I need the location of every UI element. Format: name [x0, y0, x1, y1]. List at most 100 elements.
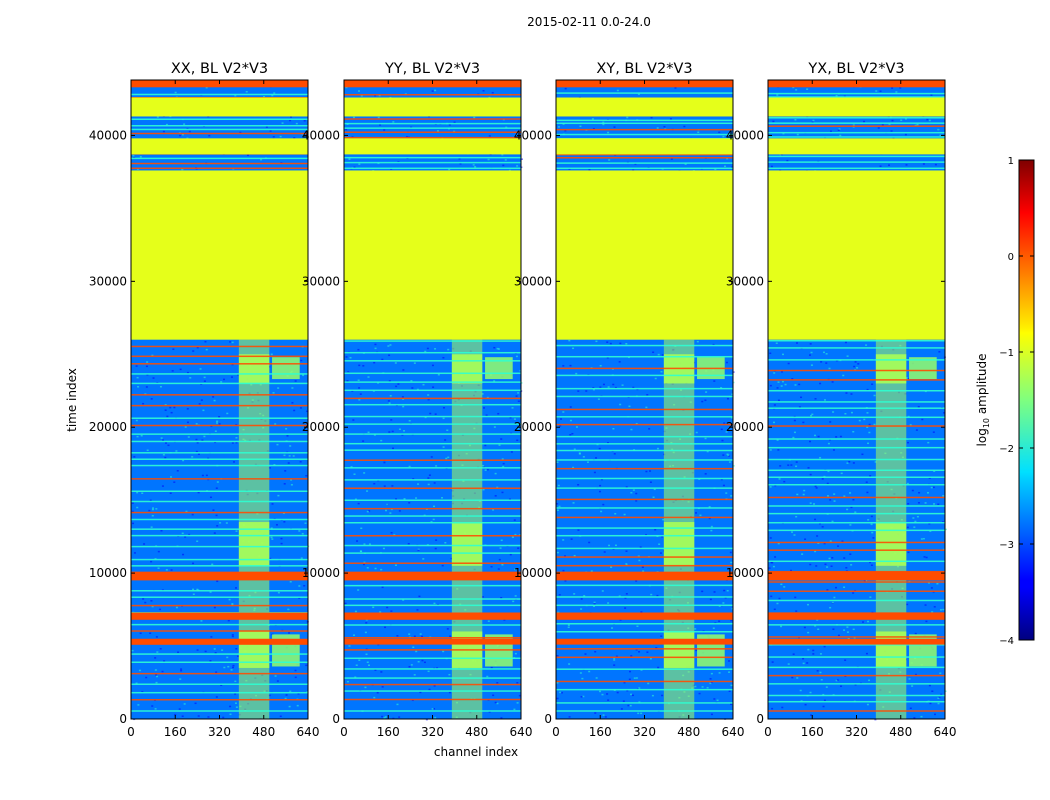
noise-pixel: [453, 130, 456, 133]
x-tick-label: 480: [465, 725, 488, 739]
noise-pixel: [636, 388, 639, 391]
time-line: [131, 683, 308, 685]
noise-pixel: [786, 159, 789, 162]
noise-pixel: [642, 570, 645, 572]
time-line: [768, 505, 945, 507]
rfi-block: [272, 357, 300, 380]
noise-pixel: [595, 340, 598, 343]
noise-pixel: [907, 551, 910, 554]
noise-pixel: [655, 647, 658, 649]
noise-pixel: [827, 442, 830, 445]
noise-pixel: [415, 650, 418, 653]
time-line: [344, 156, 521, 159]
noise-pixel: [151, 605, 154, 608]
noise-pixel: [391, 485, 394, 487]
noise-pixel: [604, 716, 607, 718]
noise-pixel: [628, 678, 631, 681]
noise-pixel: [155, 508, 158, 510]
noise-pixel: [301, 532, 304, 535]
noise-pixel: [435, 465, 438, 467]
noise-pixel: [486, 468, 489, 471]
noise-pixel: [208, 134, 211, 137]
noise-pixel: [368, 543, 371, 545]
x-tick-label: 480: [677, 725, 700, 739]
noise-pixel: [601, 590, 604, 592]
noise-pixel: [796, 133, 799, 136]
time-line: [344, 372, 521, 375]
time-line: [131, 511, 308, 514]
time-line: [768, 656, 945, 658]
colorbar-label-main: log: [975, 428, 989, 446]
noise-pixel: [924, 604, 927, 606]
noise-pixel: [280, 537, 283, 540]
time-line: [556, 668, 733, 670]
noise-pixel: [906, 603, 909, 606]
noise-pixel: [823, 351, 826, 354]
time-line: [131, 132, 308, 135]
noise-pixel: [156, 675, 159, 678]
noise-pixel: [844, 659, 847, 661]
noise-pixel: [499, 547, 502, 549]
noise-pixel: [916, 123, 919, 126]
noise-pixel: [595, 457, 598, 459]
noise-pixel: [265, 126, 268, 128]
noise-pixel: [850, 564, 853, 566]
time-line: [131, 490, 308, 493]
noise-pixel: [354, 676, 357, 678]
noise-pixel: [907, 415, 910, 418]
noise-pixel: [652, 351, 655, 354]
noise-pixel: [932, 486, 935, 489]
rfi-block: [451, 522, 483, 566]
noise-pixel: [447, 348, 450, 351]
noise-pixel: [798, 406, 801, 408]
noise-pixel: [503, 619, 506, 621]
noise-pixel: [637, 712, 640, 715]
noise-pixel: [829, 540, 832, 542]
noise-pixel: [289, 445, 292, 447]
noise-pixel: [873, 423, 876, 426]
noise-pixel: [560, 418, 563, 420]
time-line: [556, 467, 733, 470]
noise-pixel: [556, 509, 559, 512]
noise-pixel: [501, 491, 504, 494]
noise-pixel: [646, 394, 649, 396]
y-tick-label: 30000: [514, 274, 552, 288]
time-line: [131, 691, 308, 694]
noise-pixel: [368, 510, 371, 512]
noise-pixel: [863, 418, 866, 421]
noise-pixel: [279, 715, 282, 718]
noise-pixel: [271, 94, 274, 97]
noise-pixel: [260, 158, 263, 161]
noise-pixel: [854, 361, 857, 363]
noise-pixel: [230, 669, 233, 671]
noise-pixel: [873, 394, 876, 397]
noise-pixel: [611, 627, 614, 629]
noise-pixel: [446, 628, 449, 630]
noise-pixel: [816, 670, 819, 672]
noise-pixel: [197, 453, 200, 455]
time-line: [556, 459, 733, 461]
noise-pixel: [161, 485, 164, 487]
time-line: [768, 425, 945, 427]
noise-pixel: [825, 362, 828, 364]
noise-pixel: [588, 541, 591, 544]
noise-pixel: [888, 164, 891, 166]
noise-pixel: [928, 684, 931, 687]
noise-pixel: [434, 547, 437, 550]
noise-pixel: [221, 649, 224, 651]
noise-pixel: [164, 456, 167, 459]
noise-pixel: [191, 513, 194, 516]
noise-pixel: [405, 135, 408, 138]
noise-pixel: [825, 353, 828, 355]
noise-pixel: [930, 94, 933, 96]
flagged-strip: [344, 97, 521, 117]
time-line: [131, 545, 308, 548]
noise-pixel: [508, 498, 511, 501]
noise-pixel: [428, 474, 431, 476]
time-line: [768, 155, 945, 158]
noise-pixel: [272, 136, 275, 138]
noise-pixel: [607, 699, 610, 701]
noise-pixel: [698, 692, 701, 695]
noise-pixel: [933, 470, 936, 472]
colorbar-tick-label: −1: [999, 348, 1014, 359]
